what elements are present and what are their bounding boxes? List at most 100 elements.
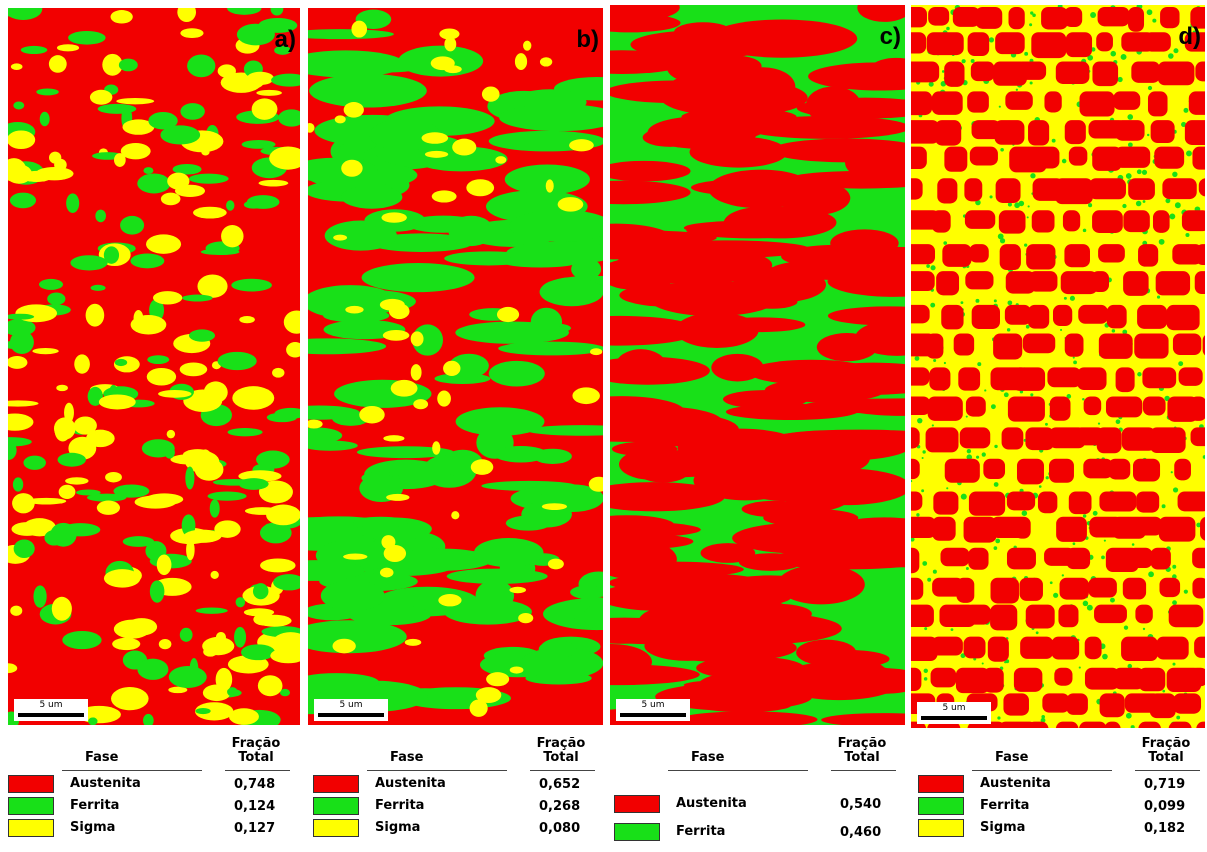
- phase-grain: [65, 477, 88, 484]
- phase-grain: [991, 578, 1019, 604]
- phase-grain: [242, 140, 276, 149]
- phase-grain: [66, 193, 79, 213]
- scale-bar-label: 5 um: [14, 700, 88, 710]
- phase-grain: [23, 456, 46, 470]
- phase-swatch: [8, 819, 54, 837]
- phase-name: Sigma: [70, 820, 115, 835]
- phase-grain: [1026, 605, 1055, 629]
- phase-grain: [1038, 491, 1057, 513]
- phase-grain: [1083, 229, 1086, 232]
- header-rule: [1135, 770, 1200, 771]
- phase-grain: [954, 333, 974, 355]
- phase-grain: [1143, 396, 1166, 415]
- phase-grain: [911, 62, 939, 83]
- phase-grain: [1116, 419, 1121, 424]
- phase-grain: [57, 44, 79, 51]
- phase-grain: [74, 354, 90, 373]
- phase-grain: [940, 548, 969, 567]
- phase-grain: [922, 561, 927, 566]
- phase-grain: [335, 115, 346, 123]
- phase-grain: [1069, 491, 1092, 514]
- phase-grain: [911, 668, 921, 691]
- phase-grain: [932, 424, 934, 426]
- phase-grain: [1172, 600, 1177, 605]
- phase-grain: [59, 485, 76, 499]
- phase-grain: [684, 221, 810, 235]
- phase-grain: [36, 89, 59, 96]
- phase-grain: [1192, 548, 1205, 569]
- phase-name: Austenita: [375, 776, 446, 791]
- phase-grain: [153, 291, 182, 304]
- phase-grain: [1064, 244, 1090, 267]
- phase-grain: [105, 472, 122, 482]
- phase-grain: [1090, 12, 1096, 18]
- phase-grain: [666, 71, 766, 111]
- phase-grain: [210, 499, 220, 517]
- phase-grain: [1150, 693, 1176, 718]
- phase-grain: [911, 7, 927, 27]
- phase-grain: [780, 469, 905, 506]
- phase-grain: [495, 156, 506, 164]
- phase-grain: [1029, 271, 1058, 291]
- phase-grain: [1132, 543, 1135, 546]
- phase-grain: [272, 368, 284, 378]
- phase-grain: [62, 631, 101, 649]
- phase-grain: [990, 605, 1017, 631]
- phase-grain: [1024, 243, 1027, 246]
- header-rule: [972, 770, 1112, 771]
- phase-grain: [148, 112, 177, 129]
- phase-grain: [476, 687, 501, 703]
- phase-grain: [111, 687, 149, 710]
- phase-grain: [1122, 204, 1126, 208]
- phase-grain: [1036, 631, 1039, 634]
- phase-grain: [976, 7, 1003, 29]
- phase-grain: [917, 418, 922, 423]
- phase-grain: [157, 554, 172, 575]
- phase-grain: [1097, 427, 1122, 453]
- phase-grain: [1134, 517, 1162, 536]
- phase-grain: [1162, 504, 1166, 508]
- phase-grain: [933, 491, 958, 514]
- phase-name: Austenita: [980, 776, 1051, 791]
- phase-grain: [1027, 216, 1029, 218]
- phase-map: [308, 8, 603, 725]
- phase-grain: [946, 27, 950, 31]
- phase-name: Ferrita: [70, 798, 119, 813]
- phase-grain: [1169, 605, 1204, 628]
- phase-grain: [489, 361, 545, 387]
- phase-grain: [1098, 244, 1125, 262]
- phase-grain: [1172, 663, 1175, 666]
- phase-swatch: [614, 823, 660, 841]
- phase-grain: [1092, 62, 1118, 87]
- phase-grain: [1094, 605, 1127, 623]
- phase-grain: [1134, 333, 1168, 358]
- phase-grain: [1084, 396, 1102, 415]
- phase-grain: [1104, 540, 1106, 542]
- phase-name: Ferrita: [676, 824, 725, 839]
- phase-grain: [74, 416, 97, 434]
- phase-grain: [14, 539, 35, 558]
- header-fraction: FraçãoTotal: [222, 737, 290, 765]
- phase-grain: [1023, 333, 1055, 353]
- phase-grain: [1017, 459, 1044, 485]
- phase-grain: [1151, 120, 1175, 143]
- phase-grain: [309, 74, 427, 108]
- phase-grain: [411, 364, 422, 380]
- panel-label: b): [576, 26, 599, 54]
- phase-grain: [977, 362, 981, 366]
- phase-grain: [806, 86, 861, 123]
- phase-grain: [104, 569, 141, 587]
- phase-grain: [1083, 514, 1086, 517]
- phase-grain: [359, 406, 384, 423]
- phase-grain: [32, 348, 58, 354]
- phase-grain: [675, 313, 759, 348]
- phase-grain: [935, 120, 961, 145]
- phase-grain: [239, 316, 255, 323]
- phase-grain: [1002, 427, 1024, 449]
- phase-grain: [743, 604, 812, 624]
- phase-grain: [1051, 637, 1079, 660]
- phase-grain: [1056, 517, 1087, 542]
- phase-grain: [10, 606, 22, 616]
- phase-map: [8, 8, 300, 725]
